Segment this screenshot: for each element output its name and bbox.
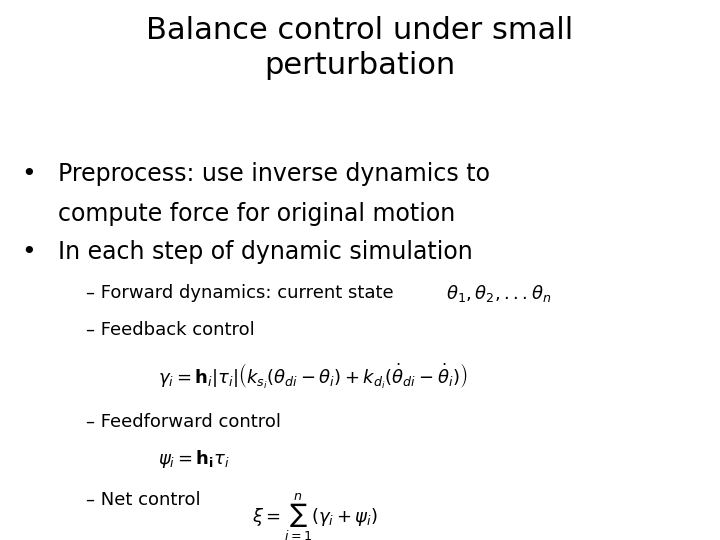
Text: •: • [22,162,36,186]
Text: $\xi = \sum_{i=1}^{n}(\gamma_i + \psi_i)$: $\xi = \sum_{i=1}^{n}(\gamma_i + \psi_i)… [252,491,378,540]
Text: $\psi_i = \mathbf{h_i}\tau_i$: $\psi_i = \mathbf{h_i}\tau_i$ [158,448,230,470]
Text: – Feedforward control: – Feedforward control [86,413,282,431]
Text: In each step of dynamic simulation: In each step of dynamic simulation [58,240,472,264]
Text: – Forward dynamics: current state: – Forward dynamics: current state [86,284,411,301]
Text: •: • [22,240,36,264]
Text: $\gamma_i = \mathbf{h}_i|\tau_i|\left(k_{s_i}(\theta_{di} - \theta_i) + k_{d_i}(: $\gamma_i = \mathbf{h}_i|\tau_i|\left(k_… [158,362,468,391]
Text: compute force for original motion: compute force for original motion [58,202,455,226]
Text: $\theta_1, \theta_2, ...\theta_n$: $\theta_1, \theta_2, ...\theta_n$ [446,284,552,305]
Text: – Feedback control: – Feedback control [86,321,255,339]
Text: Balance control under small
perturbation: Balance control under small perturbation [146,16,574,80]
Text: Preprocess: use inverse dynamics to: Preprocess: use inverse dynamics to [58,162,490,186]
Text: – Net control: – Net control [86,491,218,509]
